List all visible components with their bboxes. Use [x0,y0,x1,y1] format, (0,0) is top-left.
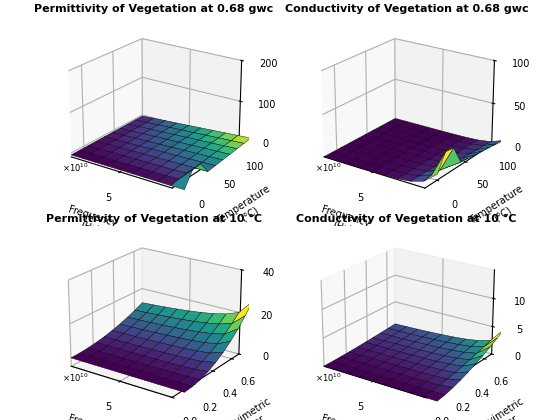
Y-axis label: Gravimetric
Water
Content: Gravimetric Water Content [220,396,286,420]
Text: $\times10^{10}$: $\times10^{10}$ [315,162,342,174]
Y-axis label: Gravimetric
Water
Content: Gravimetric Water Content [472,396,539,420]
X-axis label: Frequency
(Hz): Frequency (Hz) [317,205,371,240]
Y-axis label: Temperature
(°C): Temperature (°C) [215,184,278,235]
Text: $\times10^{10}$: $\times10^{10}$ [315,371,342,383]
Title: Conductivity of Vegetation at 10 °C: Conductivity of Vegetation at 10 °C [296,213,517,223]
Title: Permittivity of Vegetation at 10 °C: Permittivity of Vegetation at 10 °C [45,213,262,223]
Text: $\times10^{10}$: $\times10^{10}$ [62,371,89,383]
Text: $\times10^{10}$: $\times10^{10}$ [62,162,89,174]
X-axis label: Frequency
(Hz): Frequency (Hz) [317,414,371,420]
Title: Conductivity of Vegetation at 0.68 gwc: Conductivity of Vegetation at 0.68 gwc [284,4,528,14]
Title: Permittivity of Vegetation at 0.68 gwc: Permittivity of Vegetation at 0.68 gwc [34,4,273,14]
X-axis label: Frequency
(Hz): Frequency (Hz) [64,414,119,420]
Y-axis label: Temperature
(°C): Temperature (°C) [468,184,531,235]
X-axis label: Frequency
(Hz): Frequency (Hz) [64,205,119,240]
